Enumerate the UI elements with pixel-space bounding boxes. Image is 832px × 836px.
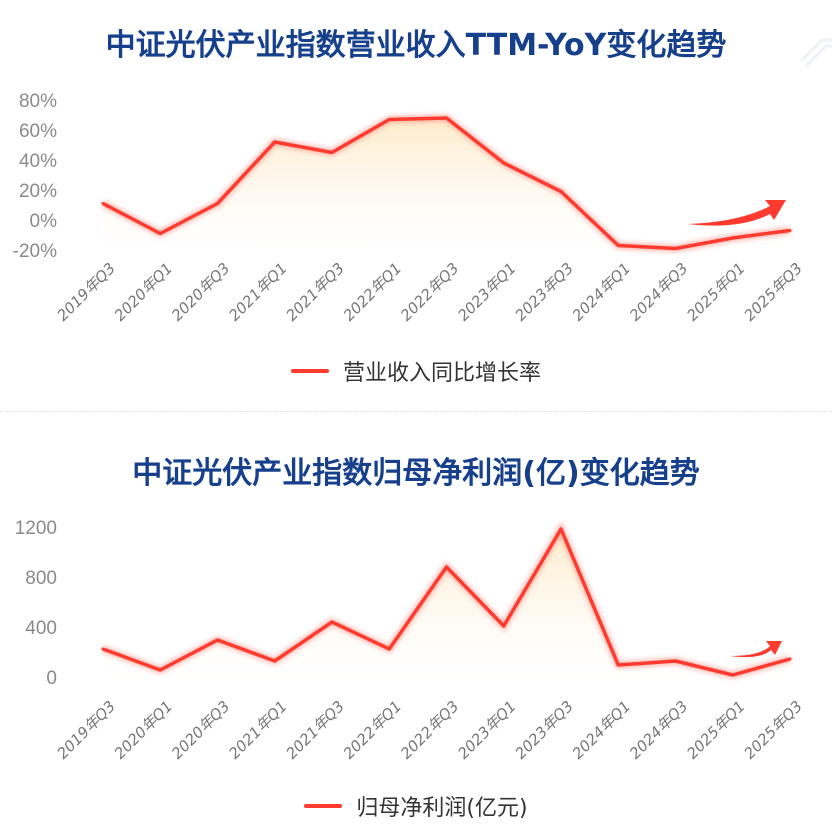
divider bbox=[0, 411, 832, 412]
x-tick-label: 2024年Q1 bbox=[569, 697, 634, 762]
x-tick-label: 2023年Q3 bbox=[511, 697, 576, 762]
data-point bbox=[674, 659, 677, 663]
data-point bbox=[731, 673, 735, 677]
x-tick-label: 2019年Q3 bbox=[53, 697, 118, 762]
data-point bbox=[616, 244, 620, 247]
data-point bbox=[101, 647, 105, 651]
trend-arrow-icon bbox=[730, 641, 782, 658]
chart-title-revenue: 中证光伏产业指数营业收入TTM-YoY变化趋势 bbox=[0, 20, 832, 67]
revenue-yoy-chart: 80%60%40%20%0%-20%2019年Q32020年Q12020年Q32… bbox=[13, 91, 806, 325]
y-tick-label: 0% bbox=[30, 211, 58, 232]
y-tick-label: -20% bbox=[13, 241, 57, 262]
x-tick-label: 2022年Q3 bbox=[397, 697, 462, 762]
legend-label: 营业收入同比增长率 bbox=[342, 361, 541, 386]
data-point bbox=[330, 620, 334, 624]
x-tick-label: 2022年Q1 bbox=[340, 697, 405, 762]
x-tick-label: 2024年Q3 bbox=[626, 697, 691, 762]
x-tick-label: 2021年Q1 bbox=[225, 697, 290, 762]
area-fill bbox=[103, 529, 790, 682]
chart-title-text: 中证光伏产业指数归母净利润(亿)变化趋势 bbox=[128, 448, 705, 495]
chart-title-profit: 中证光伏产业指数归母净利润(亿)变化趋势 bbox=[0, 448, 832, 495]
y-tick-label: 80% bbox=[19, 91, 57, 112]
x-tick-label: 2021年Q3 bbox=[282, 697, 347, 762]
area-fill bbox=[103, 118, 790, 255]
data-point bbox=[273, 659, 277, 663]
x-tick-label: 2025年Q1 bbox=[683, 697, 748, 762]
data-point bbox=[502, 161, 506, 165]
data-point bbox=[788, 229, 792, 232]
data-point bbox=[387, 647, 391, 651]
x-tick-label: 2023年Q1 bbox=[454, 697, 519, 762]
legend-revenue: 营业收入同比增长率 bbox=[0, 355, 832, 387]
y-tick-label: 0 bbox=[46, 668, 57, 689]
data-point bbox=[559, 190, 563, 193]
legend-swatch bbox=[304, 804, 343, 808]
data-point bbox=[502, 624, 506, 628]
y-tick-label: 60% bbox=[19, 121, 57, 142]
data-point bbox=[445, 565, 448, 569]
data-point bbox=[158, 668, 162, 672]
x-tick-label: 2025年Q3 bbox=[740, 697, 805, 762]
y-tick-label: 400 bbox=[25, 618, 57, 639]
data-point bbox=[559, 527, 563, 531]
data-point bbox=[788, 657, 792, 661]
legend-swatch bbox=[290, 369, 329, 373]
data-point bbox=[674, 247, 677, 250]
data-point bbox=[387, 118, 391, 121]
data-point bbox=[731, 236, 735, 240]
decorative-corner-icon bbox=[792, 10, 832, 70]
data-point bbox=[216, 202, 219, 205]
data-point bbox=[330, 151, 334, 154]
y-tick-label: 1200 bbox=[15, 518, 57, 539]
data-point bbox=[216, 638, 219, 642]
legend-label: 归母净利润(亿元) bbox=[356, 796, 528, 821]
trend-arrow-icon bbox=[688, 200, 786, 226]
data-point bbox=[445, 116, 448, 120]
y-tick-label: 20% bbox=[19, 181, 57, 202]
data-point bbox=[158, 232, 162, 235]
y-tick-label: 800 bbox=[25, 568, 57, 589]
y-tick-label: 40% bbox=[19, 151, 57, 172]
data-point bbox=[273, 140, 277, 144]
x-tick-label: 2020年Q1 bbox=[111, 697, 176, 762]
chart-title-text: 中证光伏产业指数营业收入TTM-YoY变化趋势 bbox=[101, 20, 731, 67]
x-tick-label: 2020年Q3 bbox=[168, 697, 233, 762]
legend-profit: 归母净利润(亿元) bbox=[0, 790, 832, 822]
data-point bbox=[616, 663, 620, 667]
data-point bbox=[101, 202, 105, 205]
